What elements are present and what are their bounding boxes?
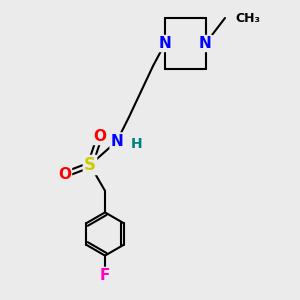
Text: N: N <box>111 134 123 148</box>
Text: N: N <box>159 36 171 51</box>
Text: O: O <box>93 129 106 144</box>
Text: N: N <box>199 36 212 51</box>
Text: CH₃: CH₃ <box>236 11 260 25</box>
Text: F: F <box>100 268 110 283</box>
Text: O: O <box>58 167 71 182</box>
Text: H: H <box>131 137 142 151</box>
Text: S: S <box>84 156 96 174</box>
